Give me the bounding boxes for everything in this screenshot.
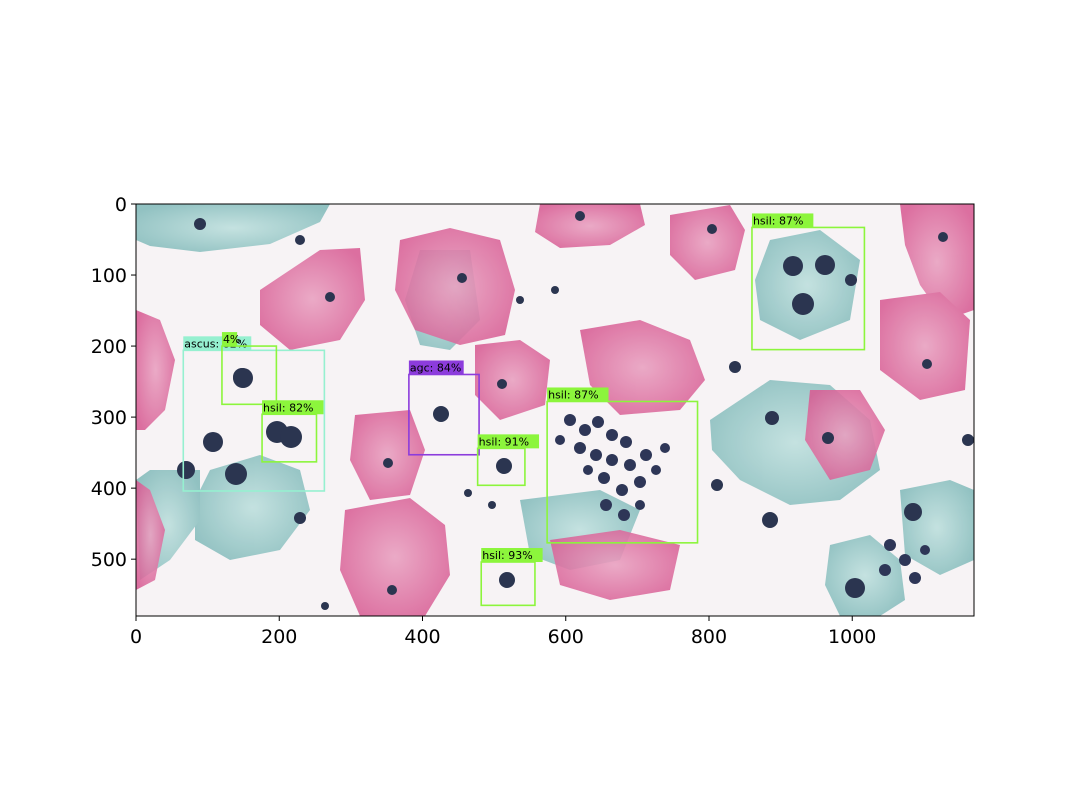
x-tick-label: 600 (548, 626, 584, 648)
y-tick-label: 300 (91, 407, 127, 429)
detection-label-bg (221, 332, 238, 347)
pink-cells (136, 204, 974, 616)
y-tick-label: 200 (91, 336, 127, 358)
y-tick-label: 100 (91, 265, 127, 287)
y-tick-label: 500 (91, 549, 127, 571)
detection-label: 4% (223, 333, 240, 346)
detection-box (221, 345, 278, 406)
detection-label-bg (408, 360, 464, 375)
detection-label-bg (751, 213, 814, 228)
y-tick-label: 0 (115, 194, 127, 216)
x-tick-label: 400 (404, 626, 440, 648)
detection-label-bg (477, 434, 540, 449)
detection-label: hsil: 91% (479, 435, 529, 448)
x-tick-label: 800 (691, 626, 727, 648)
nuclei (177, 211, 974, 610)
detection-label: hsil: 82% (263, 401, 313, 414)
x-axis: 0 200 400 600 800 1000 (130, 616, 876, 648)
detection-label: hsil: 87% (548, 388, 598, 401)
detection-box (546, 400, 699, 544)
cell-cluster (555, 414, 930, 584)
plot-frame (135, 203, 975, 617)
detection-label-bg (547, 387, 609, 402)
y-tick-label: 400 (91, 478, 127, 500)
y-axis: 0 100 200 300 400 500 (91, 194, 136, 571)
microscopy-image (136, 204, 974, 616)
detection-label: agc: 84% (410, 361, 461, 374)
detection-label-bg (481, 548, 543, 563)
detection-box (182, 349, 326, 492)
detection-boxes: hsil: 87%ascus: 82%4%hsil: 82%agc: 84%hs… (182, 213, 866, 607)
detection-label: hsil: 93% (482, 549, 532, 562)
x-tick-label: 0 (130, 626, 142, 648)
x-tick-label: 200 (261, 626, 297, 648)
detection-label-bg (262, 400, 324, 415)
x-tick-label: 1000 (828, 626, 876, 648)
detection-label: hsil: 87% (753, 214, 803, 227)
